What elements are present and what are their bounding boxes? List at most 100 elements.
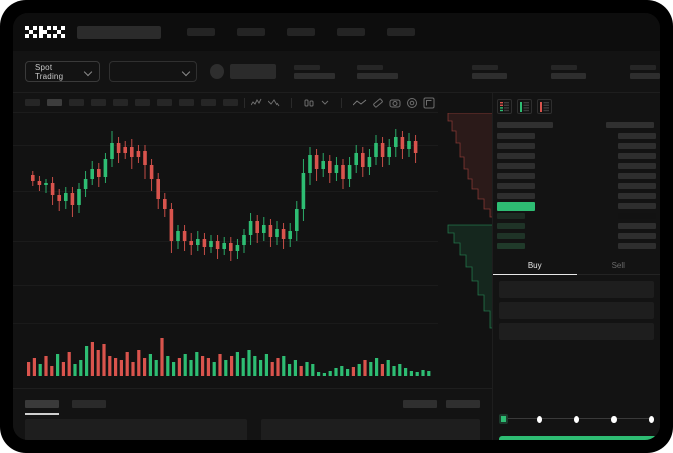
timeframe-button[interactable] (135, 99, 150, 106)
chart-tool-icons (251, 97, 435, 109)
settings-icon[interactable] (406, 97, 418, 109)
stepper-step-2[interactable] (536, 415, 542, 423)
orderbook-ask-row[interactable] (497, 191, 656, 201)
nav-item-3[interactable] (287, 28, 315, 36)
line-tool-icon[interactable] (353, 98, 367, 108)
market-subheader: Spot Trading (13, 51, 660, 93)
header-nav (187, 28, 415, 36)
timeframe-button[interactable] (91, 99, 106, 106)
stat-item (551, 64, 586, 79)
tab-order-history[interactable] (72, 399, 106, 408)
timeframe-button-active[interactable] (47, 99, 62, 106)
price-chart[interactable] (13, 113, 438, 323)
primary-cta-button[interactable] (499, 436, 657, 440)
orderbook-bids-icon[interactable] (517, 99, 532, 114)
chevron-down-icon (183, 69, 189, 75)
nav-item-4[interactable] (337, 28, 365, 36)
app-header (13, 13, 660, 51)
orders-panel-right (261, 419, 480, 440)
orderbook-ask-row[interactable] (497, 161, 656, 171)
indicators-icon[interactable] (251, 98, 263, 108)
chevron-down-icon (85, 69, 91, 75)
chart-gridline (13, 285, 438, 286)
chart-gridline (13, 241, 438, 242)
orders-actions (403, 399, 480, 408)
chart-gridline (13, 191, 438, 192)
toolbar-divider (341, 97, 342, 108)
stat-item (357, 64, 398, 79)
order-field-amount[interactable] (499, 302, 654, 319)
nav-item-2[interactable] (237, 28, 265, 36)
orderbook-ask-row[interactable] (497, 151, 656, 161)
chart-gridline (13, 145, 438, 146)
chart-toolbar (13, 93, 438, 113)
trading-pair-select[interactable] (109, 61, 197, 82)
orderbook-bid-row[interactable] (497, 211, 656, 221)
candlestick-series (31, 129, 418, 261)
timeframe-button[interactable] (69, 99, 84, 106)
last-price (230, 64, 276, 79)
timeframe-button[interactable] (201, 99, 216, 106)
volume-series (27, 338, 431, 376)
toolbar-divider (244, 97, 245, 108)
onboarding-stepper (499, 413, 655, 425)
nav-item-1[interactable] (187, 28, 215, 36)
orders-panel (13, 388, 492, 440)
timeframe-button[interactable] (223, 99, 238, 106)
timeframe-group (25, 99, 238, 106)
spot-trading-label: Spot Trading (35, 62, 64, 81)
candlestick-icon[interactable] (303, 98, 315, 108)
ruler-icon[interactable] (372, 97, 384, 109)
compare-icon[interactable] (268, 98, 280, 108)
order-form-tabs: Buy Sell (493, 256, 660, 275)
timeframe-button[interactable] (179, 99, 194, 106)
orderbook-rows (493, 131, 660, 251)
okx-logo[interactable] (25, 26, 65, 38)
tab-buy[interactable]: Buy (493, 256, 577, 275)
timeframe-button[interactable] (25, 99, 40, 106)
orders-action-1[interactable] (403, 399, 437, 408)
order-form-fields (493, 275, 660, 340)
stepper-step-3[interactable] (573, 415, 580, 423)
orderbook-asks-icon[interactable] (537, 99, 552, 114)
tablet-screen: Spot Trading (13, 13, 660, 440)
stepper-step-4[interactable] (611, 415, 617, 423)
orderbook-current-price-row (497, 201, 656, 211)
order-field-total[interactable] (499, 323, 654, 340)
chart-type-chevron-icon[interactable] (320, 98, 330, 108)
coin-avatar (209, 64, 225, 79)
market-stats (294, 64, 660, 79)
orderbook-ask-row[interactable] (497, 141, 656, 151)
stat-item (294, 64, 335, 79)
stepper-step-5[interactable] (648, 415, 655, 423)
orders-content (13, 411, 492, 440)
spot-trading-selector[interactable]: Spot Trading (25, 61, 101, 82)
stepper-step-1-active[interactable] (499, 414, 508, 424)
fullscreen-icon[interactable] (423, 97, 435, 109)
tab-sell[interactable]: Sell (611, 261, 625, 270)
orderbook-column-headers (493, 120, 660, 131)
orders-panel-left (25, 419, 247, 440)
orderbook-ask-row[interactable] (497, 181, 656, 191)
orderbook-mode-group (493, 93, 660, 120)
order-field-price[interactable] (499, 281, 654, 298)
orderbook-ask-row[interactable] (497, 131, 656, 141)
search-input[interactable] (77, 25, 161, 39)
stat-item (630, 64, 660, 79)
camera-icon[interactable] (389, 97, 401, 109)
tab-open-orders[interactable] (25, 399, 59, 415)
timeframe-button[interactable] (113, 99, 128, 106)
orderbook-panel: Buy Sell (492, 93, 660, 440)
orderbook-bid-row[interactable] (497, 231, 656, 241)
volume-chart (13, 323, 438, 388)
stat-item (472, 64, 507, 79)
orderbook-ask-row[interactable] (497, 171, 656, 181)
nav-item-5[interactable] (387, 28, 415, 36)
orderbook-bid-row[interactable] (497, 241, 656, 251)
toolbar-divider (291, 97, 292, 108)
orderbook-both-icon[interactable] (497, 99, 512, 114)
timeframe-button[interactable] (157, 99, 172, 106)
orderbook-bid-row[interactable] (497, 221, 656, 231)
orders-action-2[interactable] (446, 399, 480, 408)
